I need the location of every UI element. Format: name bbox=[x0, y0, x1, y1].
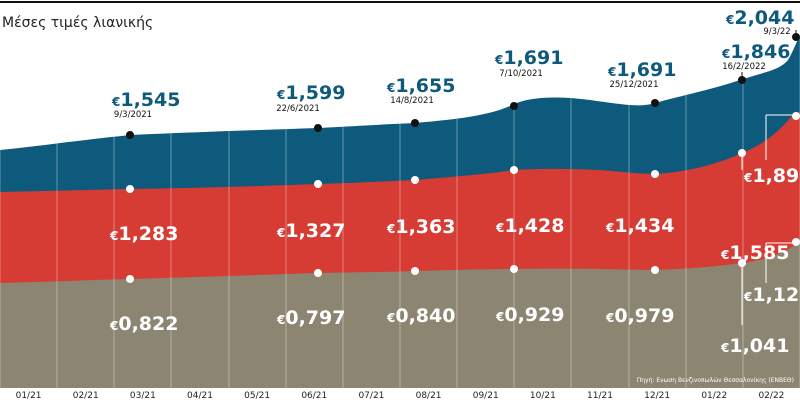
blue-series-point bbox=[651, 99, 659, 107]
gray-series-point bbox=[651, 266, 659, 274]
red-value-label: €1,428 bbox=[495, 215, 564, 237]
blue-series-point bbox=[126, 131, 134, 139]
red-series-point bbox=[792, 112, 800, 120]
red-series-point bbox=[510, 166, 518, 174]
blue-value-label: €1,655 bbox=[386, 75, 455, 97]
red-series-point bbox=[738, 149, 746, 157]
date-label: 9/3/22 bbox=[763, 27, 790, 37]
x-tick-label: 08/21 bbox=[416, 391, 442, 401]
blue-value-label: €1,545 bbox=[111, 89, 180, 111]
x-tick-label: 11/21 bbox=[587, 391, 613, 401]
gray-series-point bbox=[792, 238, 800, 246]
blue-value-label: €1,846 bbox=[721, 41, 790, 63]
x-tick-label: 03/21 bbox=[130, 391, 156, 401]
gray-value-label: €0,929 bbox=[495, 304, 564, 326]
gray-series-point bbox=[510, 265, 518, 273]
date-label: 9/3/2021 bbox=[114, 110, 152, 120]
gray-series-point bbox=[126, 275, 134, 283]
x-tick-label: 09/21 bbox=[473, 391, 499, 401]
gray-series-point bbox=[738, 259, 746, 267]
blue-value-label: €1,691 bbox=[607, 59, 676, 81]
blue-value-label: €1,691 bbox=[494, 47, 563, 69]
x-tick-label: 02/22 bbox=[758, 391, 784, 401]
date-label: 14/8/2021 bbox=[390, 96, 434, 106]
red-value-label: €1,283 bbox=[109, 223, 178, 245]
x-tick-label: 02/21 bbox=[73, 391, 99, 401]
source-note: Πηγή: Ενωση Βενζινοπωλών Θεσσαλονίκης (Ε… bbox=[637, 377, 794, 384]
blue-series-point bbox=[738, 76, 746, 84]
blue-value-label: €1,599 bbox=[276, 82, 345, 104]
date-label: 22/6/2021 bbox=[276, 104, 320, 114]
blue-value-label: €2,044 bbox=[725, 7, 794, 29]
date-label: 25/12/2021 bbox=[610, 80, 659, 90]
blue-series-point bbox=[411, 119, 419, 127]
red-series-point bbox=[411, 176, 419, 184]
red-value-label: €1,434 bbox=[605, 215, 674, 237]
red-value-label: €1,327 bbox=[276, 220, 345, 242]
x-tick-label: 06/21 bbox=[301, 391, 327, 401]
gray-value-label: €0,797 bbox=[276, 307, 345, 329]
x-tick-label: 07/21 bbox=[358, 391, 384, 401]
red-series-point bbox=[651, 170, 659, 178]
blue-series-point bbox=[510, 102, 518, 110]
x-tick-label: 04/21 bbox=[187, 391, 213, 401]
x-tick-label: 12/21 bbox=[644, 391, 670, 401]
gray-value-label: €0,822 bbox=[109, 313, 178, 335]
red-value-label: €1,893 bbox=[743, 165, 800, 187]
x-tick-label: 01/21 bbox=[16, 391, 42, 401]
gray-value-label: €1,123 bbox=[743, 284, 800, 306]
red-value-label: €1,585 bbox=[720, 242, 789, 264]
x-tick-label: 10/21 bbox=[530, 391, 556, 401]
gray-series-point bbox=[411, 267, 419, 275]
red-value-label: €1,363 bbox=[386, 216, 455, 238]
red-series-point bbox=[126, 185, 134, 193]
red-series-point bbox=[314, 180, 322, 188]
gray-value-label: €0,979 bbox=[605, 305, 674, 327]
x-tick-label: 01/22 bbox=[701, 391, 727, 401]
gray-value-label: €0,840 bbox=[386, 305, 455, 327]
blue-series-point bbox=[314, 124, 322, 132]
gray-value-label: €1,041 bbox=[720, 335, 789, 357]
x-tick-label: 05/21 bbox=[244, 391, 270, 401]
gray-series-point bbox=[314, 269, 322, 277]
chart-title: Μέσες τιμές λιανικής bbox=[2, 15, 153, 31]
blue-series-point bbox=[792, 33, 800, 41]
series-gray-area bbox=[0, 242, 800, 388]
date-label: 7/10/2021 bbox=[499, 69, 543, 79]
date-label: 16/2/2022 bbox=[722, 62, 766, 72]
